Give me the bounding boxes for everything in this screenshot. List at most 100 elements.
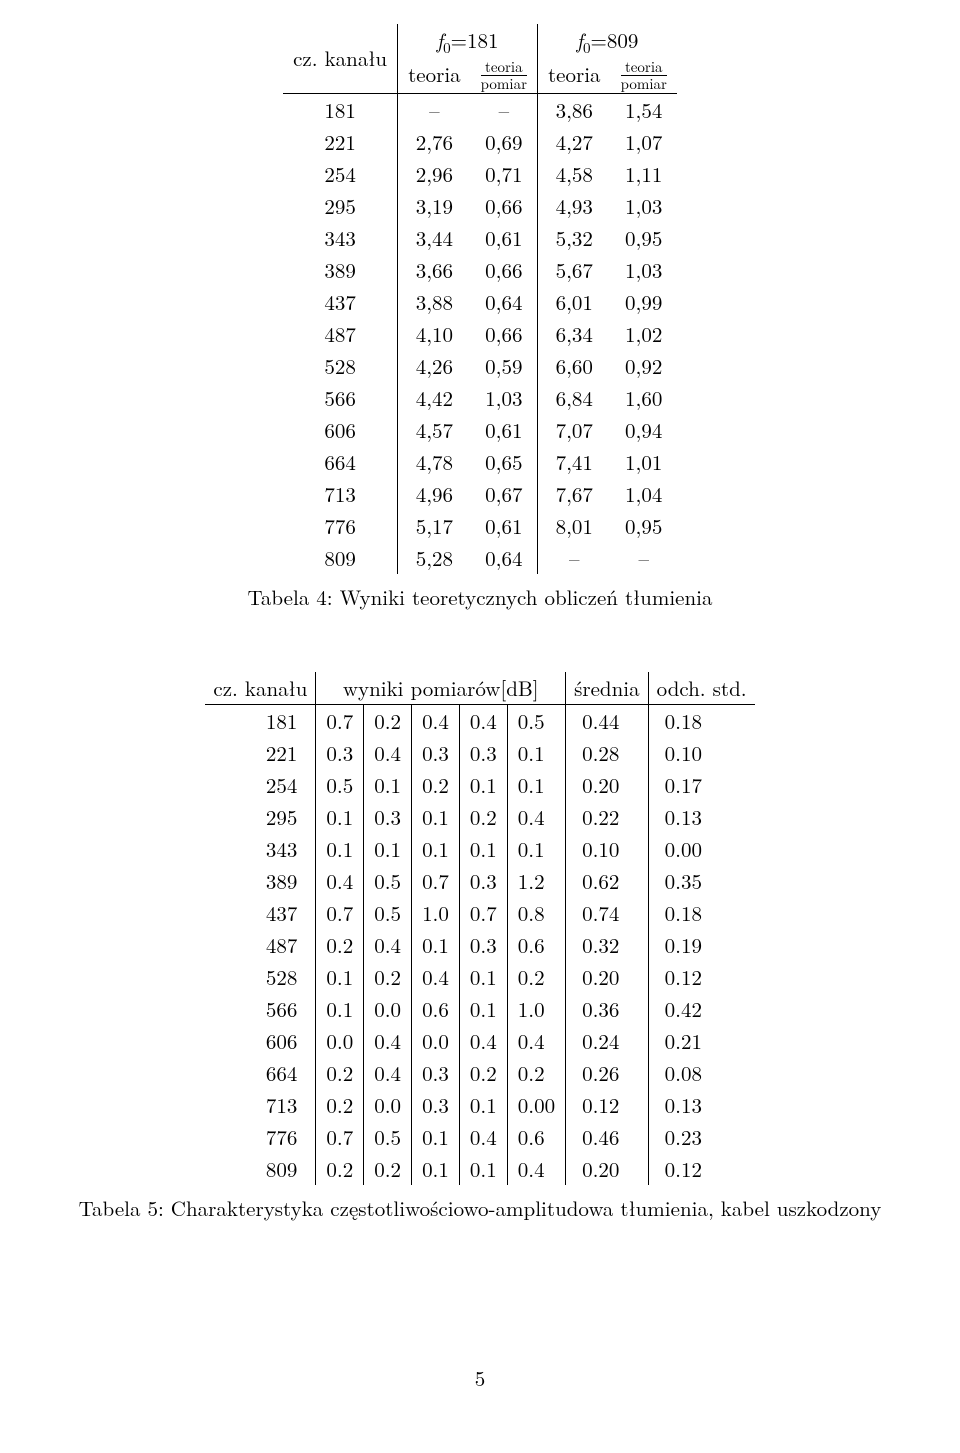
- table-row: 6640.20.40.30.20.20.260.08: [205, 1057, 754, 1089]
- table-cell: 0.10: [648, 737, 754, 769]
- table-cell: 0.13: [648, 1089, 754, 1121]
- table-cell: 2,96: [398, 158, 471, 190]
- table-cell: 0.4: [459, 1025, 507, 1057]
- table-cell: 0.23: [648, 1121, 754, 1153]
- table-cell: 7,41: [537, 446, 610, 478]
- table-cell: 0.4: [316, 865, 364, 897]
- table-cell: 0.4: [507, 1025, 565, 1057]
- table-cell: 1,02: [611, 318, 677, 350]
- table-cell: 0,65: [471, 446, 538, 478]
- table-cell: 528: [283, 350, 397, 382]
- table-cell: 5,17: [398, 510, 471, 542]
- table-cell: 0.1: [316, 801, 364, 833]
- table-row: 4373,880,646,010,99: [283, 286, 677, 318]
- table-cell: 4,26: [398, 350, 471, 382]
- table-row: 2953,190,664,931,03: [283, 190, 677, 222]
- table-row: 2950.10.30.10.20.40.220.13: [205, 801, 754, 833]
- table-cell: 664: [283, 446, 397, 478]
- table-cell: 0.1: [412, 929, 460, 961]
- table-cell: 1.2: [507, 865, 565, 897]
- table-cell: 221: [283, 126, 397, 158]
- table-cell: 4,57: [398, 414, 471, 446]
- table-cell: 713: [205, 1089, 315, 1121]
- table-cell: 0.2: [316, 929, 364, 961]
- table-cell: 0.4: [459, 704, 507, 737]
- table-cell: 4,10: [398, 318, 471, 350]
- table-cell: 0.08: [648, 1057, 754, 1089]
- table-cell: 0,66: [471, 254, 538, 286]
- table-cell: 0.13: [648, 801, 754, 833]
- table-cell: 0.0: [364, 1089, 412, 1121]
- table-cell: 0,94: [611, 414, 677, 446]
- table-cell: 3,66: [398, 254, 471, 286]
- table-cell: 0.3: [364, 801, 412, 833]
- table-cell: 4,96: [398, 478, 471, 510]
- table-cell: 0,61: [471, 222, 538, 254]
- table-cell: 2,76: [398, 126, 471, 158]
- table-cell: 566: [205, 993, 315, 1025]
- table-cell: 6,60: [537, 350, 610, 382]
- table-cell: 0.1: [316, 833, 364, 865]
- table-cell: 0.6: [412, 993, 460, 1025]
- table-cell: 0.20: [566, 769, 649, 801]
- table-cell: 0.1: [316, 961, 364, 993]
- table-row: 8090.20.20.10.10.40.200.12: [205, 1153, 754, 1185]
- table-cell: 0.4: [507, 1153, 565, 1185]
- table-cell: 0.6: [507, 929, 565, 961]
- table-cell: 809: [205, 1153, 315, 1185]
- table-cell: 0.21: [648, 1025, 754, 1057]
- table-cell: 0.8: [507, 897, 565, 929]
- table-cell: 0.1: [316, 993, 364, 1025]
- table-cell: 0.4: [507, 801, 565, 833]
- table-cell: 0.1: [364, 833, 412, 865]
- table-cell: 0.5: [364, 897, 412, 929]
- table-cell: 0.4: [412, 961, 460, 993]
- t5-cz: cz. kanału: [205, 672, 315, 705]
- table-5: cz. kanału wyniki pomiarów[dB] średnia o…: [205, 672, 754, 1185]
- table-cell: 776: [283, 510, 397, 542]
- table-cell: 0.5: [364, 865, 412, 897]
- table-cell: 181: [205, 704, 315, 737]
- t4-teoria-1: teoria: [398, 56, 471, 93]
- table-cell: 4,58: [537, 158, 610, 190]
- table-row: 2212,760,694,271,07: [283, 126, 677, 158]
- table-cell: 0.2: [507, 961, 565, 993]
- table-cell: 0.2: [459, 1057, 507, 1089]
- table-row: 6644,780,657,411,01: [283, 446, 677, 478]
- table-cell: 0.2: [316, 1089, 364, 1121]
- table-cell: 0,69: [471, 126, 538, 158]
- table-cell: 4,93: [537, 190, 610, 222]
- table-cell: 0.7: [316, 1121, 364, 1153]
- table-cell: 0.46: [566, 1121, 649, 1153]
- table-cell: 0.22: [566, 801, 649, 833]
- t4-rowlabel: cz. kanału: [283, 24, 397, 93]
- table-cell: 0,61: [471, 414, 538, 446]
- table-row: 4870.20.40.10.30.60.320.19: [205, 929, 754, 961]
- table-row: 3430.10.10.10.10.10.100.00: [205, 833, 754, 865]
- table-cell: 295: [283, 190, 397, 222]
- table-cell: 0.1: [507, 833, 565, 865]
- table-cell: 254: [205, 769, 315, 801]
- table-cell: 181: [283, 93, 397, 126]
- table-cell: 0.20: [566, 1153, 649, 1185]
- table-cell: 0.3: [412, 1089, 460, 1121]
- table-row: 7134,960,677,671,04: [283, 478, 677, 510]
- table-4: cz. kanału f0=181 f0=809 teoria teoriapo…: [283, 24, 677, 574]
- table-cell: 4,27: [537, 126, 610, 158]
- table-cell: 5,28: [398, 542, 471, 574]
- t4-frac-2: teoriapomiar: [611, 56, 677, 93]
- table-cell: 6,84: [537, 382, 610, 414]
- table-cell: 0.10: [566, 833, 649, 865]
- table-cell: 0.1: [412, 833, 460, 865]
- table-cell: 0,66: [471, 318, 538, 350]
- table-cell: 0.17: [648, 769, 754, 801]
- table-cell: 0.24: [566, 1025, 649, 1057]
- table-cell: 389: [283, 254, 397, 286]
- table-row: 7765,170,618,010,95: [283, 510, 677, 542]
- table-cell: 1,07: [611, 126, 677, 158]
- table-cell: 0.0: [364, 993, 412, 1025]
- table-row: 2540.50.10.20.10.10.200.17: [205, 769, 754, 801]
- table-cell: 3,19: [398, 190, 471, 222]
- table-cell: 4,42: [398, 382, 471, 414]
- table-cell: 0.4: [364, 1057, 412, 1089]
